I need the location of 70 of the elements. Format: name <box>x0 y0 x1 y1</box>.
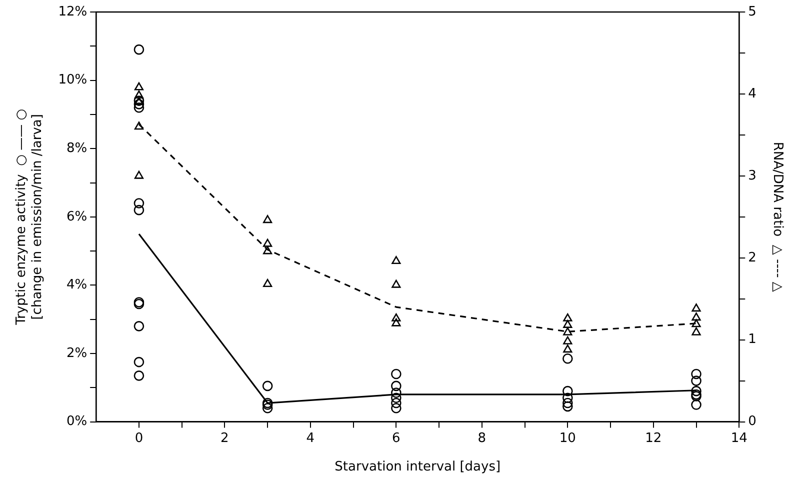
point <box>134 370 144 381</box>
point <box>263 238 272 247</box>
point <box>134 82 144 90</box>
x-tick-label: 4 <box>306 430 315 446</box>
x-tick-label: 2 <box>220 430 229 446</box>
point <box>692 304 701 312</box>
y-tick-label: 10% <box>58 72 88 88</box>
point <box>134 198 144 208</box>
point <box>692 319 701 328</box>
point <box>263 278 272 288</box>
point <box>563 344 572 353</box>
point <box>391 398 402 408</box>
y2-tick-label: 5 <box>748 4 756 20</box>
y-tick-label: 0% <box>66 414 88 430</box>
point <box>691 400 702 410</box>
x-axis-title: Starvation interval [days] <box>334 460 501 475</box>
point <box>134 102 144 113</box>
point <box>691 376 702 386</box>
point <box>563 320 572 328</box>
point <box>562 398 573 408</box>
point <box>134 170 144 179</box>
y-tick-label: 6% <box>66 209 88 224</box>
point <box>262 402 273 414</box>
point <box>692 327 701 336</box>
y2-axis-title: RNA/DNA ratio △ ---- △ <box>770 142 785 292</box>
point <box>391 368 402 380</box>
y2-tick-label: 1 <box>748 332 756 348</box>
point <box>134 90 144 98</box>
point <box>134 204 144 216</box>
y-tick-label: 2% <box>66 346 88 361</box>
y-tick-label: 4% <box>66 278 88 293</box>
point <box>262 380 273 392</box>
point <box>563 313 572 322</box>
point <box>391 388 402 398</box>
point <box>263 215 272 224</box>
x-tick-label: 14 <box>730 430 748 446</box>
point <box>134 122 144 130</box>
x-tick-label: 8 <box>478 430 486 446</box>
point <box>391 402 402 414</box>
y-tick-label: 8% <box>66 140 88 156</box>
y-tick-label: 12% <box>58 4 88 20</box>
point <box>263 246 272 254</box>
point <box>562 386 573 396</box>
point <box>391 380 402 392</box>
x-tick-label: 10 <box>559 430 576 446</box>
point <box>392 313 401 322</box>
point <box>562 401 573 412</box>
point <box>563 336 572 344</box>
point <box>134 99 144 110</box>
y2-tick-label: 3 <box>748 168 756 184</box>
point <box>562 353 573 364</box>
x-tick-label: 6 <box>392 430 400 446</box>
y-axis-title: Tryptic enzyme activity ○ —— ○ [change in emission/min /larva] <box>14 108 45 326</box>
y2-tick-label: 4 <box>748 86 756 102</box>
y2-tick-label: 0 <box>748 414 756 430</box>
point <box>392 318 401 326</box>
point <box>563 327 572 336</box>
y2-tick-label: 2 <box>748 250 756 266</box>
x-tick-label: 0 <box>134 430 144 446</box>
point <box>562 392 573 404</box>
point <box>392 280 401 288</box>
point <box>134 44 144 55</box>
point <box>134 356 144 368</box>
point <box>134 321 144 332</box>
point <box>691 386 702 396</box>
x-tick-label: 12 <box>645 430 662 446</box>
point <box>391 392 402 404</box>
point <box>692 312 701 321</box>
point <box>691 368 702 380</box>
point <box>392 256 401 264</box>
